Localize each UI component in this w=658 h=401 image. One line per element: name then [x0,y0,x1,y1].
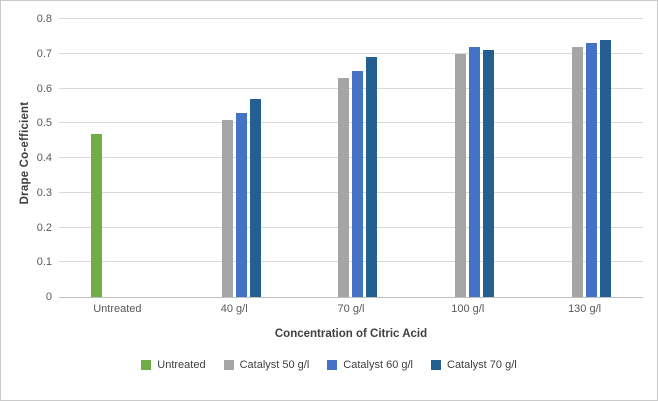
bar-slot [206,19,220,297]
bar-slot [482,19,496,297]
y-tick-label: 0.6 [36,82,52,95]
bar-slot [468,19,482,297]
y-tick-label: 0.2 [36,221,52,234]
gridline [59,226,643,228]
gridline [59,18,643,19]
bar-slot [440,19,454,297]
bar-slot [571,19,585,297]
bar-group [59,19,176,297]
legend-label: Untreated [157,359,206,371]
bar [221,119,233,297]
bar-slot [234,19,248,297]
y-tick-label: 0.7 [36,47,52,60]
bar-slot [220,19,234,297]
bar-slot [454,19,468,297]
legend-swatch [223,360,234,370]
legend-item: Untreated [141,359,206,371]
y-tick-label: 0.4 [36,152,52,164]
bar [249,98,261,297]
plot-area: 0 0.1 0.2 0.3 0.4 0.5 0.6 0.7 0.8 [37,13,643,303]
bar-slot [248,19,262,297]
x-category-label: 40 g/l [220,303,248,315]
bar-group [293,19,410,297]
x-category-label: 70 g/l [337,303,365,315]
bar [586,43,598,297]
legend-item: Catalyst 70 g/l [431,359,517,371]
bar-slot [103,19,117,297]
legend: Untreated Catalyst 50 g/l Catalyst 60 g/l C… [1,359,657,371]
bar [600,39,612,297]
legend-label: Catalyst 50 g/l [239,359,310,371]
bar [455,53,467,297]
legend-item: Catalyst 60 g/l [327,359,413,371]
bar [366,57,378,297]
x-category-label: 100 g/l [451,303,485,315]
bar-slot [337,19,351,297]
bar [235,112,247,297]
bar-slot [117,19,131,297]
bar-group [176,19,293,297]
legend-swatch [327,360,338,370]
gridline [59,191,643,193]
bar [338,78,350,297]
bar-slot [323,19,337,297]
bar-slot [89,19,103,297]
y-tick-label: 0.8 [36,13,52,25]
legend-swatch [141,360,152,370]
bar [572,46,584,297]
bar-slot [351,19,365,297]
y-tick-label: 0.3 [36,186,52,199]
bar-group [409,19,526,297]
gridline [59,52,643,54]
y-tick-label: 0.5 [36,117,52,130]
bar-groups [59,19,643,297]
legend-swatch [431,360,441,370]
x-category-label: 130 g/l [568,303,602,315]
legend-item: Catalyst 50 g/l [223,359,310,371]
y-tick-label: 0 [45,291,52,303]
gridline [59,261,643,263]
gridline [59,87,643,89]
bar [483,50,495,297]
bar-slot [585,19,599,297]
x-axis-title: Concentration of Citric Acid [274,328,428,340]
x-category-label: Untreated [93,303,142,315]
bar-group [526,19,643,297]
bar [352,71,364,297]
bar-slot [557,19,571,297]
gridline [59,157,643,158]
legend-label: Catalyst 60 g/l [343,359,413,371]
legend-label: Catalyst 70 g/l [447,359,517,371]
x-axis-labels: Untreated 40 g/l 70 g/l 100 g/l 130 g/l [59,303,643,315]
y-tick-label: 0.1 [36,256,52,269]
gridline [59,122,643,124]
bar-slot [365,19,379,297]
bar-slot [131,19,145,297]
y-axis-title: Drape Co-efficient [19,101,31,205]
bar [469,46,481,297]
bar-slot [599,19,613,297]
bar [90,133,102,297]
